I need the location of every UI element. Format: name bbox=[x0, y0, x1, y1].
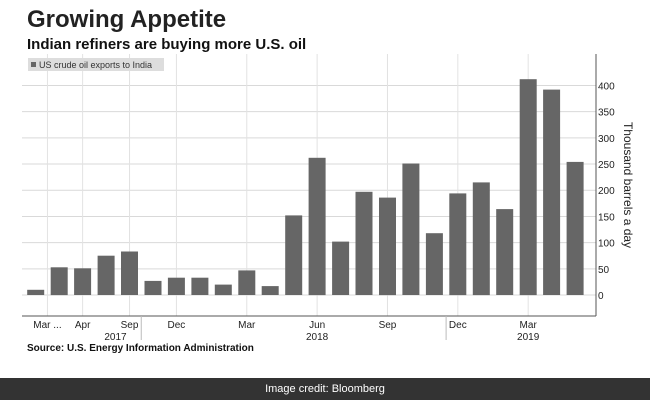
y-tick-label: 100 bbox=[598, 239, 615, 250]
bar bbox=[449, 193, 467, 296]
bar bbox=[402, 163, 420, 295]
bar bbox=[519, 79, 537, 296]
bar bbox=[566, 161, 584, 295]
bar bbox=[214, 284, 232, 296]
bar bbox=[355, 191, 373, 295]
y-tick-label: 50 bbox=[598, 265, 610, 276]
bar bbox=[472, 182, 490, 296]
y-tick-label: 150 bbox=[598, 212, 615, 223]
x-tick-label: Dec bbox=[168, 320, 186, 331]
bar bbox=[332, 241, 350, 295]
bar bbox=[50, 267, 68, 296]
bar bbox=[425, 233, 443, 295]
x-year-label: 2017 bbox=[104, 332, 127, 343]
legend-label: US crude oil exports to India bbox=[39, 60, 152, 70]
bar bbox=[285, 215, 303, 295]
x-tick-label: Mar ... bbox=[33, 320, 61, 331]
legend-box bbox=[28, 58, 164, 71]
bar bbox=[191, 277, 209, 295]
legend: US crude oil exports to India bbox=[28, 58, 164, 71]
bars bbox=[27, 79, 584, 296]
y-tick-label: 250 bbox=[598, 160, 615, 171]
y-tick-label: 300 bbox=[598, 134, 615, 145]
chart-title: Growing Appetite bbox=[27, 6, 227, 33]
legend-swatch bbox=[31, 62, 36, 67]
source-note: Source: U.S. Energy Information Administ… bbox=[27, 343, 254, 354]
bar bbox=[121, 251, 138, 295]
axes: 0 50 100 150 200 250 300 350 400 Mar ... Apr Sep Dec… bbox=[22, 54, 615, 343]
x-tick-label: Mar bbox=[238, 320, 256, 331]
y-axis-title: Thousand barrels a day bbox=[621, 122, 635, 248]
image-credit: Image credit: Bloomberg bbox=[0, 378, 650, 400]
bar bbox=[496, 209, 514, 295]
y-tick-label: 200 bbox=[598, 186, 615, 197]
chart-subtitle: Indian refiners are buying more U.S. oil bbox=[27, 36, 307, 53]
y-tick-label: 400 bbox=[598, 81, 615, 92]
bar bbox=[74, 268, 92, 295]
bar bbox=[238, 270, 256, 295]
x-tick-label: Dec bbox=[449, 320, 467, 331]
x-tick-label: Sep bbox=[121, 320, 139, 331]
x-tick-label: Apr bbox=[75, 320, 91, 331]
y-tick-label: 350 bbox=[598, 108, 615, 119]
bar bbox=[167, 277, 185, 295]
bar bbox=[27, 289, 45, 295]
y-tick-label: 0 bbox=[598, 291, 604, 302]
x-tick-label: Sep bbox=[379, 320, 397, 331]
bar bbox=[97, 255, 115, 295]
bar bbox=[379, 197, 396, 296]
x-year-label: 2019 bbox=[517, 332, 540, 343]
bar bbox=[261, 286, 279, 295]
x-tick-label: Mar bbox=[520, 320, 538, 331]
bar bbox=[308, 157, 326, 296]
bar bbox=[543, 89, 561, 295]
x-year-label: 2018 bbox=[306, 332, 329, 343]
bar bbox=[144, 280, 162, 295]
x-tick-label: Jun bbox=[309, 320, 325, 331]
